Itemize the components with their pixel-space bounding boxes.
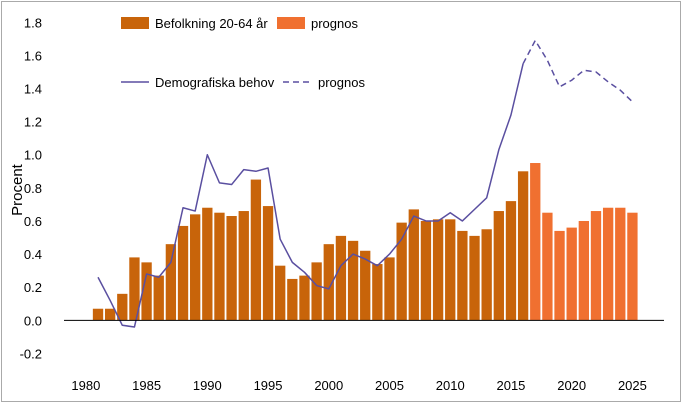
bar-history	[299, 275, 310, 321]
bar-history	[432, 219, 444, 321]
y-tick-label: 0.0	[24, 313, 42, 328]
legend: Befolkning 20-64 år prognos Demografiska b…	[121, 16, 365, 90]
bar-history	[445, 219, 456, 321]
y-tick-label: 0.4	[24, 247, 42, 262]
bar-history	[311, 262, 322, 321]
bar-forecast	[590, 211, 602, 321]
bar-history	[287, 278, 298, 321]
bar-history	[262, 206, 274, 321]
line-demografiska-behov	[97, 63, 524, 328]
legend-swatch-befolkning	[121, 17, 149, 29]
y-axis-label: Procent	[9, 163, 26, 216]
bar-forecast	[578, 220, 589, 321]
y-tick-label: 0.6	[24, 214, 42, 229]
bar-history	[214, 212, 225, 321]
y-tick-label: 1.8	[24, 15, 42, 30]
bar-forecast	[602, 207, 614, 321]
y-tick-label: 0.2	[24, 280, 42, 295]
x-tick-label: 2025	[618, 378, 647, 393]
chart-frame	[1, 1, 681, 402]
x-tick-label: 1985	[132, 378, 161, 393]
x-tick-label: 2000	[314, 378, 343, 393]
legend-label-befolkning: Befolkning 20-64 år	[155, 16, 268, 31]
bar-forecast	[554, 230, 565, 321]
bar-history	[517, 171, 529, 321]
bar-forecast	[566, 227, 577, 321]
bar-history	[250, 179, 262, 321]
bar-history	[420, 220, 432, 321]
bar-history	[275, 265, 286, 321]
bar-history	[347, 240, 359, 321]
y-tick-label: 1.6	[24, 48, 42, 63]
y-tick-label: 1.2	[24, 115, 42, 130]
bar-history	[360, 250, 371, 321]
bar-history	[396, 222, 407, 321]
bar-forecast	[615, 207, 626, 321]
bar-forecast	[542, 212, 553, 321]
x-tick-label: 1980	[71, 378, 100, 393]
bar-history	[408, 209, 419, 321]
bar-history	[493, 211, 504, 321]
y-tick-label: 1.0	[24, 148, 42, 163]
bar-history	[177, 225, 189, 321]
bar-history	[469, 235, 480, 321]
bar-history	[238, 211, 249, 321]
x-tick-label: 2015	[496, 378, 525, 393]
y-tick-label: 0.8	[24, 181, 42, 196]
bar-forecast	[627, 212, 638, 321]
bar-history	[457, 230, 468, 321]
bar-history	[104, 308, 116, 321]
line-forecast-dashed	[522, 38, 633, 103]
x-tick-label: 2010	[436, 378, 465, 393]
x-tick-label: 2005	[375, 378, 404, 393]
x-tick-label: 2020	[557, 378, 586, 393]
legend-label-demografiska: Demografiska behov	[155, 75, 275, 90]
legend-swatch-prognos	[277, 17, 305, 29]
bar-history	[226, 216, 237, 321]
bar-history	[153, 275, 164, 321]
bars-layer	[92, 163, 638, 321]
bar-history	[335, 235, 347, 321]
bar-history	[372, 264, 383, 321]
x-tick-label: 1990	[193, 378, 222, 393]
lines-layer	[97, 38, 633, 328]
bar-history	[202, 207, 213, 321]
bar-history	[117, 293, 128, 321]
bar-history	[190, 214, 201, 321]
x-tick-label: 1995	[254, 378, 283, 393]
bar-history	[92, 308, 104, 321]
axes-layer: -0.2 0.0 0.2 0.4 0.6 0.8 1.0 1.2 1.4 1.6 1.8 1980 19…	[20, 15, 664, 393]
bar-forecast	[530, 163, 541, 321]
legend-label-prognos: prognos	[311, 16, 358, 31]
y-tick-label: 1.4	[24, 82, 42, 97]
bar-history	[141, 262, 152, 321]
legend-label-line-prognos: prognos	[318, 75, 365, 90]
bar-history	[481, 229, 492, 321]
bar-history	[323, 244, 334, 321]
bar-history	[165, 244, 177, 321]
bar-history	[505, 201, 517, 321]
bar-history	[129, 257, 140, 321]
bar-history	[384, 257, 395, 321]
y-tick-label: -0.2	[20, 346, 42, 361]
